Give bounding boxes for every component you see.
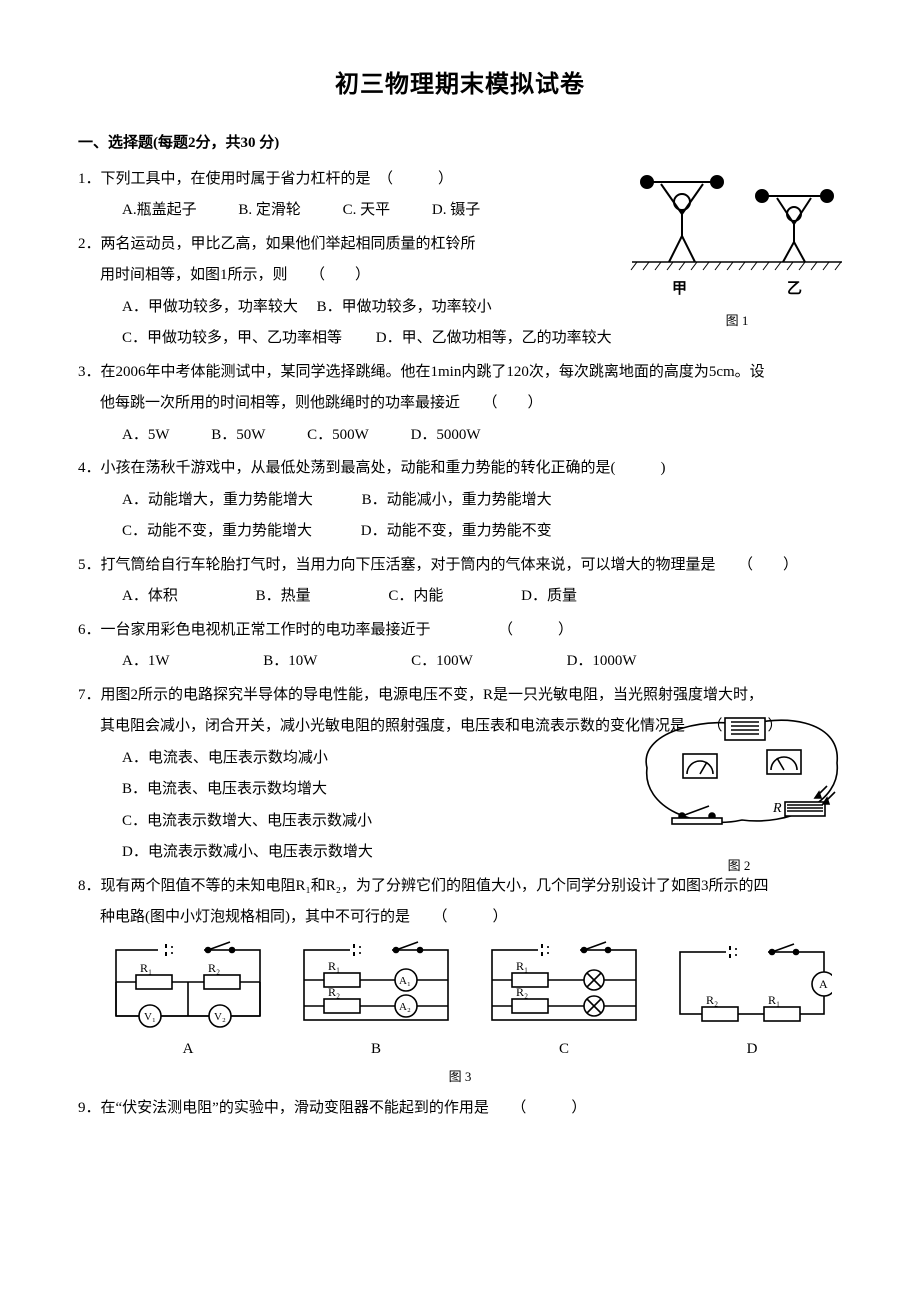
- circuit-a-label: A: [108, 1034, 268, 1066]
- q2-opt-c: C．甲做功较多，甲、乙功率相等: [122, 330, 342, 346]
- q9-stem: 9．在“伏安法测电阻”的实验中，滑动变阻器不能起到的作用是 （ ）: [78, 1093, 842, 1125]
- question-4: 4．小孩在荡秋千游戏中，从最低处荡到最高处，动能和重力势能的转化正确的是( ) …: [78, 453, 842, 548]
- svg-text:R₂: R₂: [706, 993, 718, 1007]
- q6-options: A．1W B．10W C．100W D．1000W: [78, 646, 842, 678]
- page-title: 初三物理期末模拟试卷: [78, 60, 842, 110]
- svg-text:V₂: V₂: [214, 1011, 226, 1023]
- fig3-caption: 图 3: [78, 1063, 842, 1090]
- question-2: 2．两名运动员，甲比乙高，如果他们举起相同质量的杠铃所 用时间相等，如图1所示，…: [78, 229, 842, 355]
- svg-text:R₁: R₁: [328, 959, 340, 973]
- q2-opt-b: B．甲做功较多，功率较小: [317, 299, 492, 315]
- q3-opt-a: A．5W: [122, 420, 170, 452]
- q8-stem2: 种电路(图中小灯泡规格相同)，其中不可行的是 （ ）: [78, 902, 842, 934]
- q2-opt-d: D．甲、乙做功相等，乙的功率较大: [376, 330, 612, 346]
- svg-text:V₁: V₁: [144, 1011, 156, 1023]
- q4-opt-a: A．动能增大，重力势能增大: [122, 492, 313, 508]
- q3-stem2: 他每跳一次所用的时间相等，则他跳绳时的功率最接近 （ ）: [78, 388, 842, 420]
- question-6: 6．一台家用彩色电视机正常工作时的电功率最接近于 （ ） A．1W B．10W …: [78, 615, 842, 678]
- q3-opt-c: C．500W: [307, 420, 369, 452]
- svg-text:R₁: R₁: [768, 993, 780, 1007]
- q2-options-row2: C．甲做功较多，甲、乙功率相等 D．甲、乙做功相等，乙的功率较大: [78, 323, 842, 355]
- q2-stem1: 2．两名运动员，甲比乙高，如果他们举起相同质量的杠铃所: [78, 229, 842, 261]
- q2-stem2: 用时间相等，如图1所示，则 （ ）: [78, 260, 842, 292]
- q1-opt-c: C. 天平: [343, 195, 391, 227]
- q4-opt-b: B．动能减小，重力势能增大: [362, 492, 552, 508]
- circuit-c: R₁ R₂ C: [484, 940, 644, 1066]
- q1-opt-a: A.瓶盖起子: [122, 195, 197, 227]
- svg-text:R₂: R₂: [516, 985, 528, 999]
- svg-text:A₂: A₂: [399, 1001, 411, 1013]
- circuit-c-label: C: [484, 1034, 644, 1066]
- fig2-r-label: R: [772, 801, 782, 816]
- q4-options-row2: C．动能不变，重力势能增大 D．动能不变，重力势能不变: [78, 516, 842, 548]
- circuit-b-label: B: [296, 1034, 456, 1066]
- q4-options-row1: A．动能增大，重力势能增大 B．动能减小，重力势能增大: [78, 485, 842, 517]
- svg-text:A: A: [819, 977, 828, 991]
- svg-text:R₁: R₁: [140, 961, 152, 975]
- q8-stem1: 8．现有两个阻值不等的未知电阻R₁和R₂，为了分辨它们的阻值大小，几个同学分别设…: [78, 871, 842, 903]
- q4-opt-d: D．动能不变，重力势能不变: [361, 523, 552, 539]
- q5-stem: 5．打气筒给自行车轮胎打气时，当用力向下压活塞，对于筒内的气体来说，可以增大的物…: [78, 550, 842, 582]
- q5-opt-a: A．体积: [122, 581, 178, 613]
- q1-opt-d: D. 镊子: [432, 195, 480, 227]
- circuit-b: R₁ R₂ A₁ A₂ B: [296, 940, 456, 1066]
- svg-text:R₂: R₂: [208, 961, 220, 975]
- q5-opt-d: D．质量: [521, 581, 577, 613]
- q4-opt-c: C．动能不变，重力势能增大: [122, 523, 312, 539]
- section-heading: 一、选择题(每题2分，共30 分): [78, 128, 842, 160]
- svg-text:R₁: R₁: [516, 959, 528, 973]
- question-3: 3．在2006年中考体能测试中，某同学选择跳绳。他在1min内跳了120次，每次…: [78, 357, 842, 452]
- circuit-a: R₁ R₂ V₁ V₂ A: [108, 940, 268, 1066]
- q6-opt-d: D．1000W: [567, 646, 637, 678]
- question-1: 甲 乙 图 1 1．下列工具中，在使用时属于省力杠杆的是 （ ） A.瓶盖起子 …: [78, 164, 842, 227]
- q6-opt-b: B．10W: [263, 646, 317, 678]
- circuit-d-label: D: [672, 1034, 832, 1066]
- svg-text:A₁: A₁: [399, 975, 411, 987]
- q5-options: A．体积 B．热量 C．内能 D．质量: [78, 581, 842, 613]
- circuit-d: A R₂ R₁ D: [672, 940, 832, 1066]
- figure-3-row: R₁ R₂ V₁ V₂ A: [78, 934, 842, 1066]
- q6-opt-a: A．1W: [122, 646, 170, 678]
- q3-options: A．5W B．50W C．500W D．5000W: [78, 420, 842, 452]
- q3-opt-d: D．5000W: [411, 420, 481, 452]
- question-5: 5．打气筒给自行车轮胎打气时，当用力向下压活塞，对于筒内的气体来说，可以增大的物…: [78, 550, 842, 613]
- q5-opt-c: C．内能: [388, 581, 443, 613]
- question-9: 9．在“伏安法测电阻”的实验中，滑动变阻器不能起到的作用是 （ ）: [78, 1093, 842, 1125]
- q3-opt-b: B．50W: [211, 420, 265, 452]
- svg-text:R₂: R₂: [328, 985, 340, 999]
- q2-options-row1: A．甲做功较多，功率较大 B．甲做功较多，功率较小: [78, 292, 842, 324]
- question-8: 8．现有两个阻值不等的未知电阻R₁和R₂，为了分辨它们的阻值大小，几个同学分别设…: [78, 871, 842, 1091]
- question-7: 7．用图2所示的电路探究半导体的导电性能，电源电压不变，R是一只光敏电阻，当光照…: [78, 680, 842, 869]
- q3-stem1: 3．在2006年中考体能测试中，某同学选择跳绳。他在1min内跳了120次，每次…: [78, 357, 842, 389]
- q5-opt-b: B．热量: [256, 581, 311, 613]
- figure-2: R 图 2: [624, 708, 854, 880]
- q7-stem1: 7．用图2所示的电路探究半导体的导电性能，电源电压不变，R是一只光敏电阻，当光照…: [78, 680, 842, 712]
- q6-stem: 6．一台家用彩色电视机正常工作时的电功率最接近于 （ ）: [78, 615, 842, 647]
- q6-opt-c: C．100W: [411, 646, 473, 678]
- q1-opt-b: B. 定滑轮: [238, 195, 301, 227]
- q2-opt-a: A．甲做功较多，功率较大: [122, 299, 298, 315]
- q4-stem: 4．小孩在荡秋千游戏中，从最低处荡到最高处，动能和重力势能的转化正确的是( ): [78, 453, 842, 485]
